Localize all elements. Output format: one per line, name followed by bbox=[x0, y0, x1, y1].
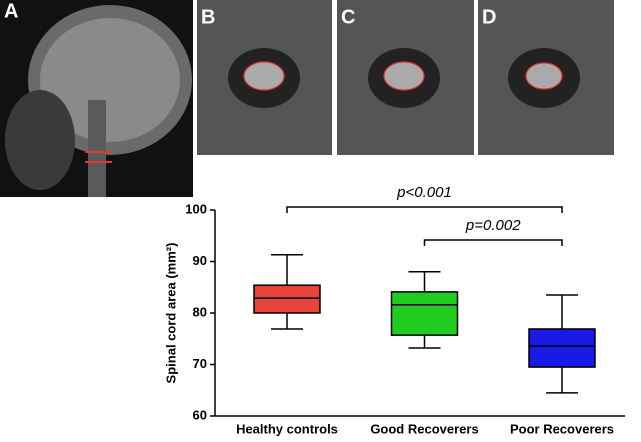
panel-label: A bbox=[4, 0, 18, 22]
y-tick-label: 90 bbox=[193, 253, 207, 268]
box bbox=[253, 284, 321, 314]
mri-images bbox=[0, 0, 614, 197]
cord bbox=[525, 62, 563, 90]
significance-label: p<0.001 bbox=[396, 184, 452, 201]
significance-bracket bbox=[423, 239, 563, 246]
spine bbox=[88, 100, 106, 197]
y-tick-label: 70 bbox=[193, 356, 207, 371]
significance-label: p=0.002 bbox=[465, 217, 521, 234]
panel-label: C bbox=[341, 6, 355, 28]
significance-bracket bbox=[286, 206, 563, 213]
panel-label: B bbox=[201, 6, 215, 28]
box bbox=[528, 328, 596, 368]
y-tick-label: 60 bbox=[193, 407, 207, 422]
cord bbox=[383, 61, 425, 91]
brain-inner bbox=[40, 18, 180, 142]
y-axis-label: Spinal cord area (mm²) bbox=[163, 243, 178, 384]
x-tick-label: Poor Recoverers bbox=[510, 421, 614, 436]
y-tick-label: 100 bbox=[185, 201, 207, 216]
y-tick-label: 80 bbox=[193, 304, 207, 319]
face bbox=[5, 90, 75, 190]
x-tick-label: Good Recoverers bbox=[370, 421, 478, 436]
box bbox=[390, 291, 459, 336]
x-tick-label: Healthy controls bbox=[236, 421, 338, 436]
panel-label: D bbox=[482, 6, 496, 28]
cord bbox=[243, 61, 285, 91]
